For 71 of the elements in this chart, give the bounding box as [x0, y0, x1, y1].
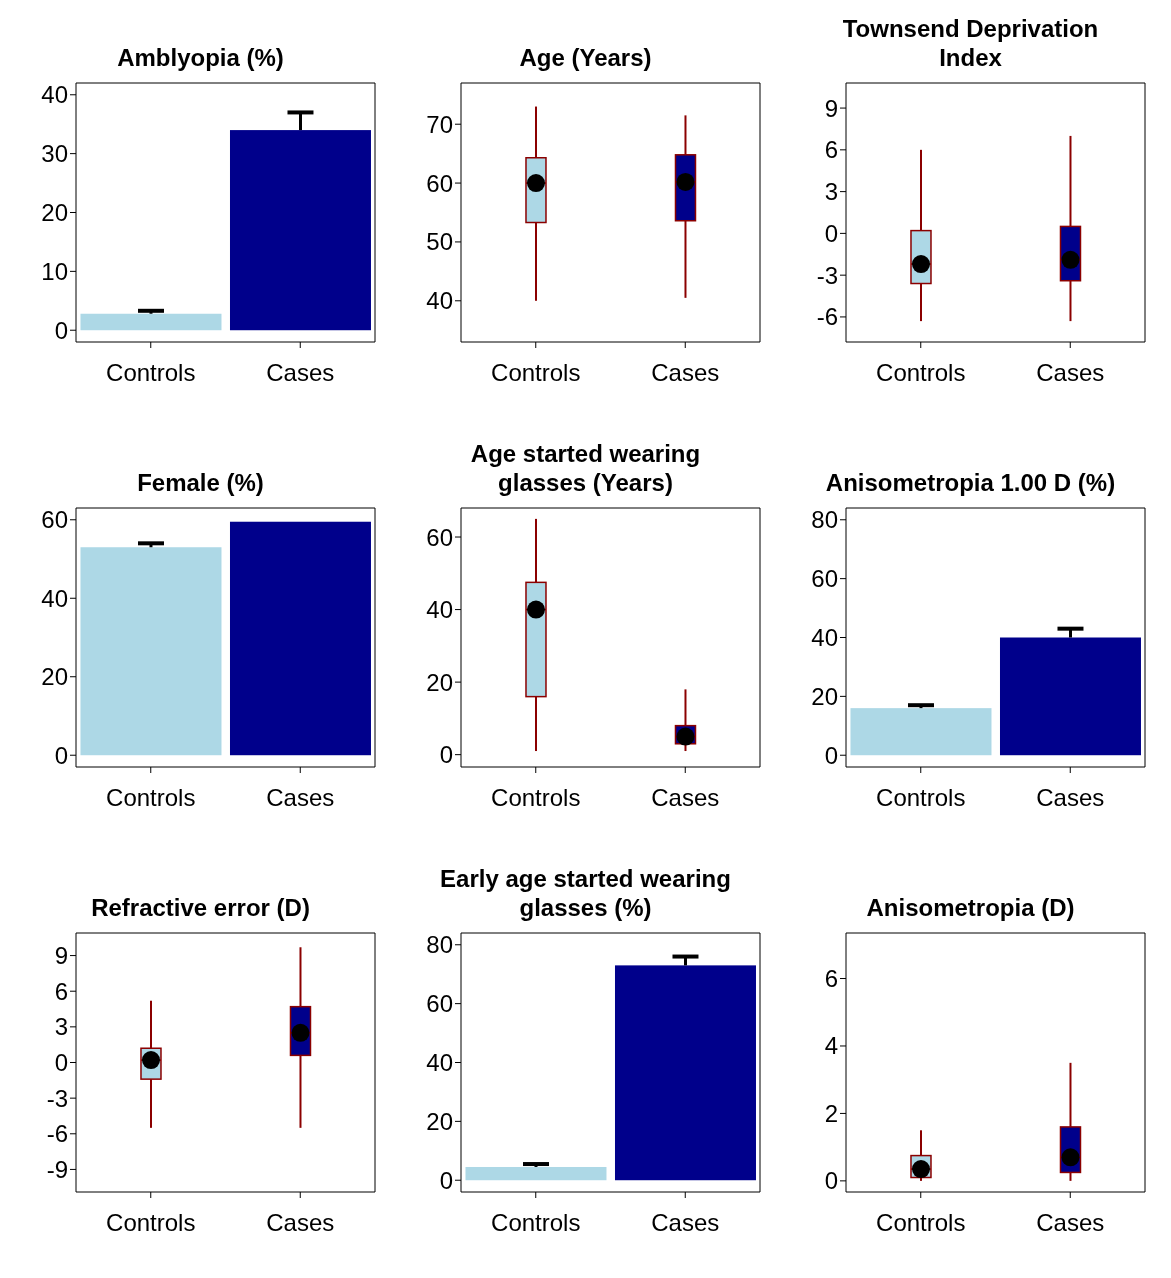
y-tick-label: 0	[54, 316, 68, 344]
y-tick-label: 6	[54, 977, 68, 1005]
y-tick-label: 40	[40, 81, 68, 109]
y-tick-label: 60	[425, 523, 453, 551]
y-tick-label: 6	[824, 136, 838, 164]
y-tick-label: 20	[40, 663, 68, 691]
x-tick-label: Controls	[875, 359, 965, 387]
y-tick-label: -3	[46, 1084, 68, 1112]
y-tick-label: 3	[54, 1013, 68, 1041]
x-tick-label: Controls	[875, 1209, 965, 1237]
x-tick-label: Controls	[105, 1209, 195, 1237]
y-tick-label: 60	[425, 169, 453, 197]
y-tick-label: 40	[425, 287, 453, 315]
y-tick-label: 9	[54, 942, 68, 970]
chart-title: Amblyopia (%)	[116, 43, 285, 72]
y-tick-label: 40	[425, 596, 453, 624]
y-tick-label: 30	[40, 140, 68, 168]
y-tick-label: -3	[816, 261, 838, 289]
y-tick-label: -6	[46, 1120, 68, 1148]
x-tick-label: Cases	[650, 1209, 719, 1237]
y-tick-label: 60	[40, 506, 68, 534]
y-tick-label: 0	[54, 1049, 68, 1077]
y-tick-label: 0	[824, 219, 838, 247]
chart-title: Anisometropia 1.00 D (%)	[824, 468, 1117, 497]
chart-title: Early age started wearing glasses (%)	[439, 864, 732, 922]
y-tick-label: 0	[439, 741, 453, 769]
y-tick-label: -9	[46, 1155, 68, 1183]
x-tick-label: Controls	[105, 359, 195, 387]
y-tick-label: 0	[824, 741, 838, 769]
x-tick-label: Controls	[875, 784, 965, 812]
chart-title: Townsend Deprivation Index	[841, 14, 1100, 72]
chart-title: Age (Years)	[518, 43, 653, 72]
x-tick-label: Cases	[1035, 784, 1104, 812]
x-tick-label: Cases	[650, 784, 719, 812]
y-tick-label: -6	[816, 303, 838, 331]
y-tick-label: 40	[40, 584, 68, 612]
chart-title: Refractive error (D)	[90, 893, 311, 922]
y-tick-label: 3	[824, 178, 838, 206]
y-tick-label: 0	[439, 1166, 453, 1194]
x-tick-label: Controls	[490, 784, 580, 812]
y-tick-label: 40	[425, 1049, 453, 1077]
y-tick-label: 9	[824, 94, 838, 122]
x-tick-label: Cases	[1035, 359, 1104, 387]
y-tick-label: 20	[425, 1107, 453, 1135]
y-tick-label: 40	[810, 624, 838, 652]
y-tick-label: 80	[425, 931, 453, 959]
y-tick-label: 50	[425, 228, 453, 256]
y-tick-label: 60	[810, 565, 838, 593]
chart-title: Age started wearing glasses (Years)	[469, 439, 702, 497]
x-tick-label: Cases	[265, 1209, 334, 1237]
y-tick-label: 0	[824, 1167, 838, 1195]
y-tick-label: 60	[425, 990, 453, 1018]
y-tick-label: 2	[824, 1099, 838, 1127]
chart-title: Female (%)	[136, 468, 265, 497]
y-tick-label: 20	[40, 199, 68, 227]
y-tick-label: 6	[824, 965, 838, 993]
y-tick-label: 20	[425, 668, 453, 696]
y-tick-label: 10	[40, 257, 68, 285]
y-tick-label: 4	[824, 1032, 838, 1060]
y-tick-label: 80	[810, 506, 838, 534]
x-tick-label: Cases	[1035, 1209, 1104, 1237]
x-tick-label: Cases	[265, 359, 334, 387]
x-tick-label: Cases	[265, 784, 334, 812]
x-tick-label: Controls	[490, 359, 580, 387]
x-tick-label: Controls	[105, 784, 195, 812]
x-tick-label: Cases	[650, 359, 719, 387]
chart-title: Anisometropia (D)	[865, 893, 1076, 922]
y-tick-label: 70	[425, 110, 453, 138]
y-tick-label: 0	[54, 741, 68, 769]
x-tick-label: Controls	[490, 1209, 580, 1237]
y-tick-label: 20	[810, 682, 838, 710]
